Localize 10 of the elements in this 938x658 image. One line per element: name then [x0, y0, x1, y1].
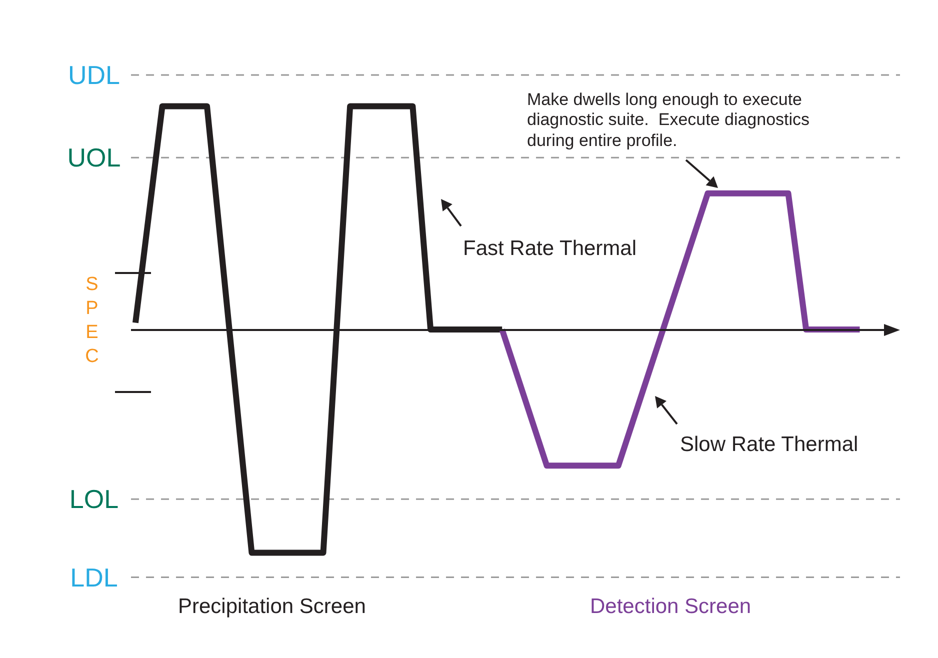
ref-line-label: LOL — [69, 484, 119, 514]
ref-line-label: UDL — [68, 60, 120, 90]
ref-line-label: UOL — [67, 142, 121, 173]
annotation: Fast Rate Thermal — [463, 236, 637, 262]
text: Precipitation Screen — [178, 594, 366, 620]
text: SPEC — [84, 273, 100, 369]
annotation: Slow Rate Thermal — [680, 432, 858, 458]
text: Detection Screen — [590, 594, 752, 620]
annotation: Make dwells long enough to execute diagnostic suite. Execute diagnostics during entire profile. — [527, 90, 811, 152]
ref-line-label: LDL — [70, 562, 118, 592]
